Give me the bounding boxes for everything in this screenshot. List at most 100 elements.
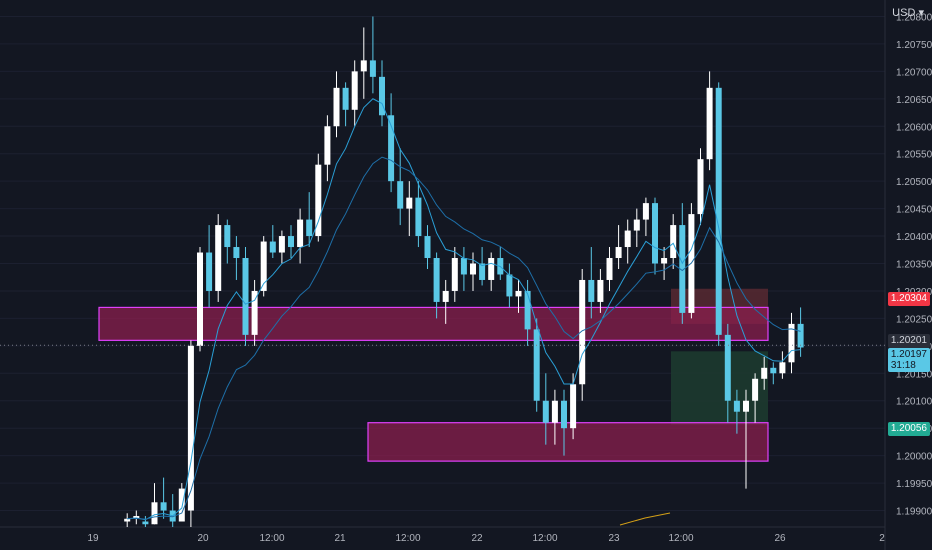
candle-body	[251, 290, 258, 335]
candle	[233, 236, 240, 280]
candle-body	[206, 252, 213, 291]
candle	[761, 356, 768, 390]
time-axis: 19 20 12:00 21 12:00 22 12:00 23 12:00 26 2	[87, 533, 885, 544]
candle-body	[797, 323, 804, 348]
candle	[551, 389, 558, 445]
candle	[306, 192, 313, 248]
candle	[661, 247, 668, 280]
candle	[397, 148, 404, 226]
candle	[269, 225, 276, 259]
candle-body	[661, 258, 668, 264]
take-profit-price-tag: 1.20056	[887, 422, 930, 436]
candle	[479, 247, 486, 286]
candle	[506, 263, 513, 308]
candle-body	[479, 263, 486, 280]
time-tick-label: 12:00	[668, 533, 693, 544]
candle	[542, 373, 549, 445]
candle-body	[324, 126, 331, 165]
candle	[197, 247, 203, 352]
price-tick-label: 1.20500	[896, 177, 932, 188]
candle-body	[670, 225, 677, 259]
candle-body	[424, 236, 431, 259]
candle	[369, 16, 376, 94]
price-tick-label: 1.20700	[896, 67, 932, 78]
candle-body	[679, 225, 686, 313]
candle-body	[197, 252, 203, 346]
moving-average-slow	[127, 156, 801, 520]
candle	[688, 203, 695, 319]
candle	[206, 225, 213, 308]
candle-body	[715, 87, 722, 335]
candle-body	[278, 236, 285, 253]
candle	[788, 312, 795, 374]
time-tick-label: 12:00	[532, 533, 557, 544]
candle-body	[233, 247, 240, 259]
support-resistance-zone	[98, 306, 769, 341]
candle-body	[624, 230, 631, 248]
candle	[588, 247, 595, 319]
price-tick-label: 1.20550	[896, 150, 932, 161]
time-tick-label: 19	[87, 533, 99, 544]
candle-body	[406, 197, 413, 209]
candle	[715, 82, 722, 346]
price-tick-label: 1.20650	[896, 95, 932, 106]
time-tick-label: 26	[774, 533, 786, 544]
candle	[133, 510, 140, 525]
candle-body	[315, 164, 322, 237]
countdown-timer: 31:18	[890, 360, 916, 371]
candle	[324, 115, 331, 182]
candle	[743, 389, 749, 489]
candle-body	[470, 263, 476, 275]
candle-body	[606, 258, 613, 280]
candle	[497, 247, 504, 280]
candle-body	[570, 384, 577, 429]
time-tick-label: 12:00	[259, 533, 284, 544]
candle-body	[351, 71, 358, 110]
price-tick-label: 1.20800	[896, 12, 932, 23]
time-tick-label: 22	[471, 533, 483, 544]
candle-body	[770, 367, 777, 374]
candle-body	[752, 378, 759, 401]
candle-body	[788, 323, 795, 363]
candle-body	[761, 367, 768, 379]
price-tick-label: 1.20450	[896, 205, 932, 216]
candle-body	[242, 258, 249, 335]
candle-body	[579, 279, 586, 385]
candle	[561, 389, 567, 456]
candle-body	[333, 87, 340, 127]
moving-average-long	[619, 512, 671, 526]
candle-body	[551, 400, 558, 423]
candle	[142, 516, 149, 527]
candle	[433, 252, 440, 319]
candle	[597, 268, 604, 313]
candle-body	[451, 258, 458, 291]
candle	[187, 340, 194, 527]
candle-body	[342, 87, 349, 110]
candle	[642, 197, 649, 237]
candle	[652, 197, 658, 275]
candle	[697, 148, 704, 226]
candle-body	[360, 60, 367, 72]
price-tick-label: 1.20250	[896, 314, 932, 325]
price-tick-label: 1.20350	[896, 260, 932, 271]
candle-body	[369, 60, 376, 77]
candle-body	[142, 521, 149, 525]
time-tick-label: 20	[197, 533, 209, 544]
currency-label[interactable]: USD ▾	[892, 7, 924, 19]
price-tick-label: 1.20150	[896, 369, 932, 380]
candle-body	[488, 258, 495, 280]
candle	[770, 362, 777, 385]
candle-body	[724, 334, 731, 401]
candle-body	[733, 400, 740, 412]
take-profit-zone	[671, 351, 768, 425]
candle-body	[151, 502, 158, 525]
candle-body	[124, 518, 131, 522]
candle	[297, 208, 304, 264]
candle	[333, 71, 340, 138]
candle	[288, 225, 294, 259]
candle-body	[433, 258, 440, 302]
candle-body	[388, 115, 395, 182]
candle-body	[652, 203, 658, 264]
candle-body	[187, 345, 194, 511]
